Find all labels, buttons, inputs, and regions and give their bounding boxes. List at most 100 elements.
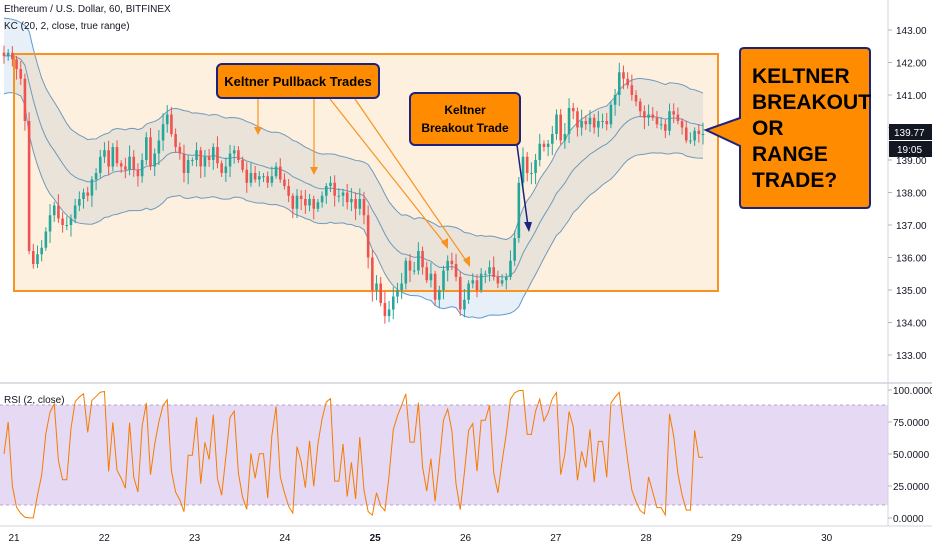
candle[interactable] xyxy=(111,143,115,172)
candle[interactable] xyxy=(86,186,90,202)
candle[interactable] xyxy=(90,176,94,207)
price-axis[interactable]: 143.00142.00141.00140.00139.00138.00137.… xyxy=(888,26,927,362)
candle[interactable] xyxy=(232,145,236,164)
candle[interactable] xyxy=(592,114,596,134)
candle[interactable] xyxy=(283,173,286,190)
candle[interactable] xyxy=(6,49,10,61)
candle[interactable] xyxy=(245,162,249,193)
candle[interactable] xyxy=(27,112,31,255)
candle[interactable] xyxy=(32,243,35,269)
candle[interactable] xyxy=(651,106,655,121)
candle[interactable] xyxy=(224,157,228,182)
candle[interactable] xyxy=(19,61,23,86)
candle[interactable] xyxy=(153,148,156,177)
candle[interactable] xyxy=(299,190,303,211)
candle[interactable] xyxy=(496,270,500,289)
candle[interactable] xyxy=(588,110,592,133)
candle[interactable] xyxy=(396,282,399,304)
candle[interactable] xyxy=(124,157,127,179)
candle[interactable] xyxy=(697,124,701,143)
candle[interactable] xyxy=(258,171,261,187)
question-annotation[interactable]: KELTNER BREAKOUT OR RANGE TRADE? xyxy=(703,47,871,209)
candle[interactable] xyxy=(358,188,362,216)
candle[interactable] xyxy=(659,117,663,130)
candle[interactable] xyxy=(320,191,324,208)
breakout-annotation[interactable]: Keltner Breakout Trade xyxy=(409,92,532,232)
candle[interactable] xyxy=(626,72,629,89)
candle[interactable] xyxy=(249,162,253,187)
candle[interactable] xyxy=(617,62,621,107)
candle[interactable] xyxy=(140,153,144,183)
candle[interactable] xyxy=(509,250,512,280)
candle[interactable] xyxy=(287,179,290,203)
candle[interactable] xyxy=(149,127,152,171)
candle[interactable] xyxy=(362,191,366,225)
candle[interactable] xyxy=(228,144,232,178)
candle[interactable] xyxy=(98,149,102,178)
candle[interactable] xyxy=(567,98,571,144)
candle[interactable] xyxy=(546,139,550,157)
candle[interactable] xyxy=(337,188,341,203)
candle[interactable] xyxy=(132,150,136,177)
candle[interactable] xyxy=(52,201,56,222)
candle[interactable] xyxy=(211,143,215,170)
candle[interactable] xyxy=(48,204,52,243)
candle[interactable] xyxy=(354,192,357,221)
candle[interactable] xyxy=(684,120,688,144)
keltner-upper-band[interactable] xyxy=(3,17,704,241)
candle[interactable] xyxy=(622,65,625,90)
candle[interactable] xyxy=(580,109,583,136)
candle[interactable] xyxy=(454,253,458,282)
candle[interactable] xyxy=(61,212,64,233)
candle[interactable] xyxy=(601,113,604,129)
candle[interactable] xyxy=(23,73,27,131)
candle[interactable] xyxy=(597,110,600,137)
candle[interactable] xyxy=(295,189,299,219)
candle[interactable] xyxy=(165,105,169,133)
candle[interactable] xyxy=(630,74,634,101)
candle[interactable] xyxy=(467,280,470,304)
candle[interactable] xyxy=(266,171,269,189)
candle[interactable] xyxy=(668,103,671,136)
candle[interactable] xyxy=(44,227,48,251)
candle[interactable] xyxy=(115,140,119,167)
candle[interactable] xyxy=(316,198,320,212)
candle[interactable] xyxy=(555,109,558,140)
candle[interactable] xyxy=(36,245,39,269)
candle[interactable] xyxy=(73,198,77,224)
candle[interactable] xyxy=(128,145,131,176)
candle[interactable] xyxy=(576,107,579,137)
candle[interactable] xyxy=(689,132,692,145)
candle[interactable] xyxy=(647,104,650,126)
candle[interactable] xyxy=(371,249,374,302)
candle[interactable] xyxy=(199,146,203,179)
candle[interactable] xyxy=(262,173,265,183)
candle[interactable] xyxy=(103,142,106,164)
candle[interactable] xyxy=(488,260,491,282)
candle[interactable] xyxy=(680,118,684,135)
pullback-annotation[interactable]: Keltner Pullback Trades xyxy=(216,63,470,267)
candle[interactable] xyxy=(15,55,18,80)
candle[interactable] xyxy=(274,162,278,179)
candle[interactable] xyxy=(78,191,81,212)
keltner-middle-line[interactable] xyxy=(3,55,704,278)
candle[interactable] xyxy=(471,273,475,289)
candle[interactable] xyxy=(442,265,445,300)
candle[interactable] xyxy=(195,142,198,167)
candle[interactable] xyxy=(220,160,223,178)
candle[interactable] xyxy=(634,90,638,107)
candle[interactable] xyxy=(203,149,207,178)
candle[interactable] xyxy=(664,119,667,139)
symbol-title[interactable]: Ethereum / U.S. Dollar, 60, BITFINEX xyxy=(4,4,171,15)
indicator-legend-keltner[interactable]: KC (20, 2, close, true range) xyxy=(4,21,130,32)
time-axis[interactable]: 21 22 23 24 25 26 27 28 29 30 xyxy=(8,533,832,544)
candle[interactable] xyxy=(82,188,85,209)
candle[interactable] xyxy=(350,188,353,212)
candle[interactable] xyxy=(655,110,659,129)
candle[interactable] xyxy=(40,240,43,262)
candle[interactable] xyxy=(458,271,462,316)
candle[interactable] xyxy=(613,88,617,116)
candle[interactable] xyxy=(145,132,148,165)
candle[interactable] xyxy=(551,126,554,156)
candle[interactable] xyxy=(191,157,194,166)
